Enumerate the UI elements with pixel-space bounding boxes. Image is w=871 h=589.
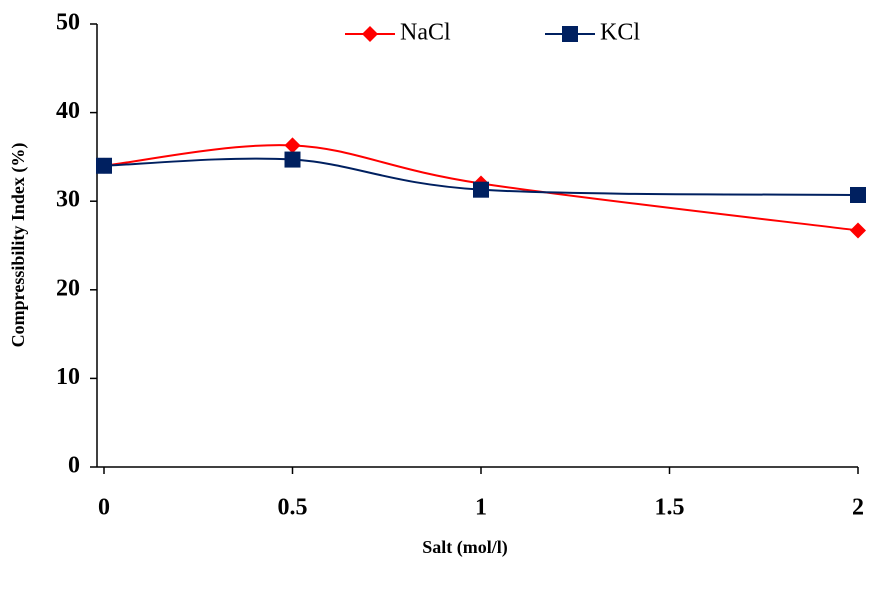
y-axis-title: Compressibility Index (%) [8, 143, 29, 348]
y-tick-label: 20 [56, 275, 80, 301]
marker [850, 222, 866, 239]
x-tick-label: 0.5 [278, 495, 308, 521]
x-tick-label: 1.5 [655, 495, 685, 521]
legend-label: NaCl [400, 20, 451, 46]
y-tick-label: 10 [56, 364, 80, 390]
x-axis-title: Salt (mol/l) [422, 537, 508, 558]
marker [96, 157, 112, 174]
series-line [103, 157, 859, 196]
marker [562, 26, 578, 42]
x-tick-label: 2 [852, 495, 864, 521]
y-tick-label: 0 [68, 453, 80, 479]
x-tick-label: 0 [98, 495, 110, 521]
marker [473, 181, 489, 198]
series-line [103, 144, 859, 232]
y-tick-label: 30 [56, 187, 80, 213]
marker [850, 186, 866, 203]
y-tick-label: 50 [56, 10, 80, 36]
marker [284, 137, 301, 154]
marker [362, 26, 378, 42]
y-tick-label: 40 [56, 98, 80, 124]
legend-label: KCl [600, 20, 640, 46]
x-tick-label: 1 [475, 495, 487, 521]
marker [284, 151, 301, 168]
